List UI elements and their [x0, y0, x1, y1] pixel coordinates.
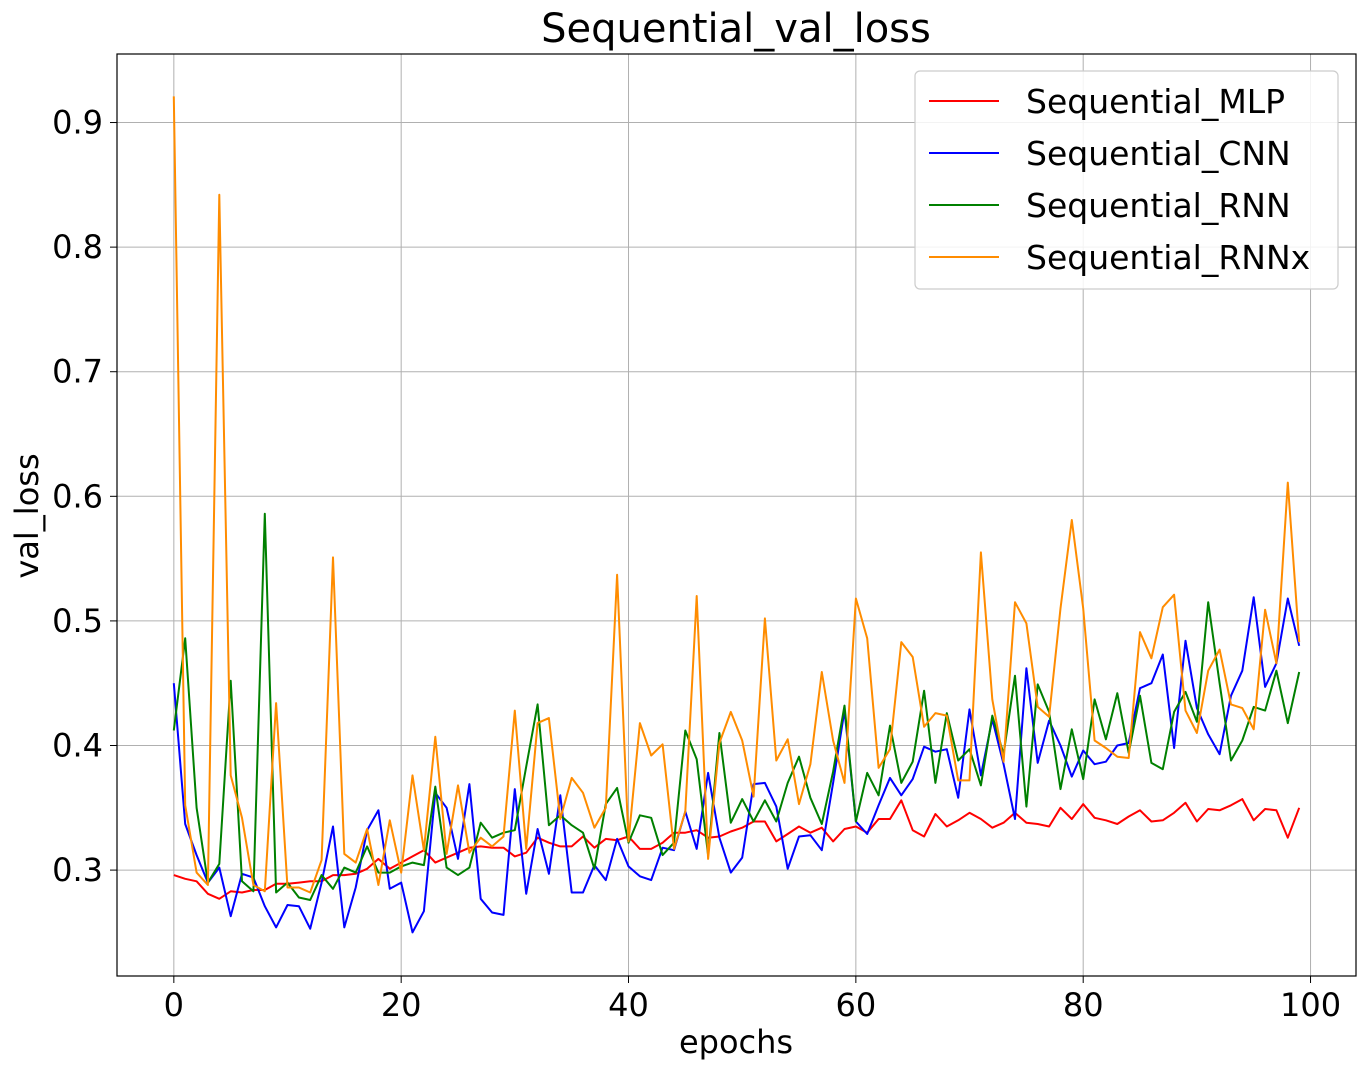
legend-box [914, 70, 1339, 290]
x-tick-label: 60 [835, 986, 876, 1024]
x-axis-label: epochs [679, 1023, 793, 1061]
chart-title: Sequential_val_loss [541, 6, 931, 52]
series-line-sequential-mlp [173, 798, 1301, 900]
x-axis-ticks: 0 20 40 60 80 100 [164, 976, 1341, 1024]
plot-frame [116, 53, 1357, 977]
series-line-sequential-cnn [172, 596, 1301, 934]
series-line-sequential-rnnx [172, 96, 1301, 894]
legend: Sequential_MLP Sequential_CNN Sequential_R… [914, 70, 1339, 290]
plot-lines [172, 96, 1301, 934]
legend-label-sequential-rnn: Sequential_RNN [1026, 186, 1291, 225]
y-axis-ticks: 0.3 0.4 0.5 0.6 0.7 0.8 0.9 [52, 104, 117, 889]
y-tick-label: 0.9 [52, 104, 103, 142]
legend-label-sequential-mlp: Sequential_MLP [1026, 82, 1285, 121]
x-tick-label: 40 [608, 986, 649, 1024]
y-tick-label: 0.8 [52, 228, 103, 266]
series-line-sequential-rnn [172, 512, 1301, 901]
y-axis-label: val_loss [8, 453, 46, 578]
legend-label-sequential-cnn: Sequential_CNN [1026, 134, 1291, 173]
y-tick-label: 0.3 [52, 851, 103, 889]
x-tick-label: 80 [1063, 986, 1104, 1024]
y-tick-label: 0.7 [52, 353, 103, 391]
x-tick-label: 0 [164, 986, 184, 1024]
y-tick-label: 0.4 [52, 727, 103, 765]
y-tick-label: 0.6 [52, 477, 103, 515]
x-tick-label: 20 [381, 986, 422, 1024]
y-tick-label: 0.5 [52, 602, 103, 640]
x-tick-label: 100 [1280, 986, 1341, 1024]
legend-label-sequential-rnnx: Sequential_RNNx [1026, 238, 1310, 277]
